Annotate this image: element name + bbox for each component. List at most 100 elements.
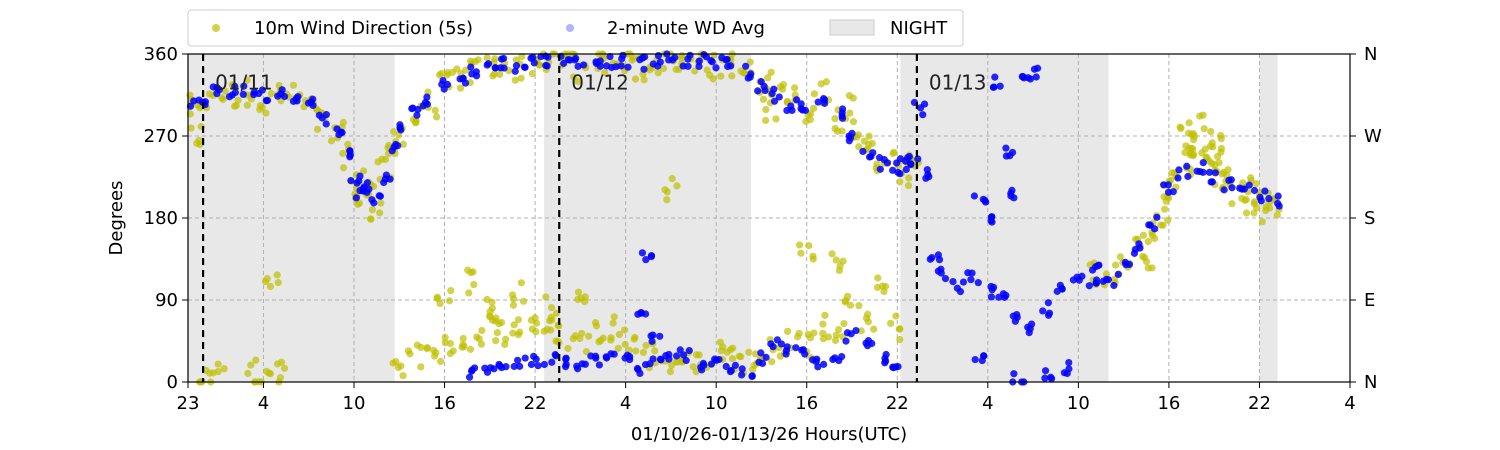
data-point-wd2min	[974, 279, 982, 287]
data-point-wd2min	[595, 361, 603, 369]
data-point-wd5s	[441, 339, 449, 347]
data-point-wd2min	[1041, 367, 1050, 375]
data-point-wd2min	[1010, 370, 1018, 378]
data-point-wd5s	[849, 118, 858, 126]
data-point-wd2min	[561, 363, 570, 371]
data-point-wd5s	[904, 181, 913, 190]
data-point-wd2min	[757, 78, 765, 86]
x-tick-label: 10	[343, 393, 366, 414]
data-point-wd5s	[668, 361, 676, 369]
data-point-wd5s	[547, 326, 555, 334]
data-point-wd2min	[726, 368, 735, 376]
data-point-wd5s	[517, 74, 525, 82]
data-point-wd5s	[263, 275, 271, 283]
data-point-wd5s	[313, 125, 322, 133]
data-point-wd5s	[663, 196, 671, 204]
data-point-wd2min	[671, 53, 679, 62]
data-point-wd2min	[712, 64, 720, 72]
data-point-wd2min	[1002, 144, 1010, 152]
data-point-wd2min	[587, 352, 595, 360]
data-point-wd5s	[262, 109, 270, 117]
x-tick-label: 22	[524, 393, 547, 414]
data-point-wd2min	[322, 120, 330, 128]
data-point-wd2min	[551, 351, 559, 359]
data-point-wd2min	[1145, 221, 1153, 229]
data-point-wd2min	[381, 175, 390, 183]
data-point-wd5s	[838, 127, 846, 135]
data-point-wd5s	[862, 314, 871, 322]
data-point-wd2min	[1184, 172, 1192, 181]
x-tick-label: 16	[433, 393, 456, 414]
data-point-wd5s	[547, 313, 555, 321]
data-point-wd2min	[814, 98, 822, 106]
data-point-wd5s	[832, 256, 840, 264]
data-point-wd5s	[466, 57, 475, 65]
data-point-wd5s	[433, 113, 441, 121]
data-point-wd5s	[905, 174, 913, 182]
data-point-wd2min	[1104, 276, 1113, 284]
data-point-wd5s	[810, 90, 818, 98]
data-point-wd2min	[1193, 167, 1201, 175]
data-point-wd2min	[959, 278, 968, 286]
data-point-wd2min	[863, 342, 872, 350]
data-point-wd2min	[682, 356, 690, 365]
data-point-wd2min	[511, 67, 519, 75]
data-point-wd5s	[796, 241, 804, 249]
data-point-wd2min	[309, 95, 317, 103]
data-point-wd5s	[423, 344, 431, 352]
data-point-wd2min	[829, 355, 837, 364]
data-point-wd2min	[798, 346, 806, 354]
data-point-wd5s	[542, 293, 550, 301]
data-point-wd2min	[1183, 162, 1191, 170]
data-point-wd2min	[695, 62, 703, 71]
data-point-wd2min	[315, 111, 323, 119]
data-point-wd2min	[1095, 261, 1103, 269]
data-point-wd2min	[540, 360, 548, 369]
data-point-wd5s	[437, 357, 445, 366]
data-point-wd5s	[824, 333, 833, 341]
data-point-wd2min	[792, 344, 800, 352]
data-point-wd5s	[896, 178, 904, 186]
data-point-wd5s	[1200, 125, 1208, 133]
data-point-wd5s	[456, 84, 465, 92]
legend-label-night: NIGHT	[890, 18, 948, 39]
data-point-wd2min	[1207, 178, 1215, 186]
data-point-wd5s	[510, 295, 518, 303]
data-point-wd5s	[354, 200, 362, 208]
data-point-wd2min	[1199, 168, 1207, 176]
data-point-wd2min	[640, 65, 648, 73]
day-marker-layer: 01/11 01/12 01/13	[201, 54, 987, 382]
data-point-wd5s	[441, 333, 449, 341]
data-point-wd5s	[516, 328, 524, 336]
data-point-wd2min	[634, 310, 642, 318]
data-point-wd2min	[1073, 273, 1081, 281]
data-point-wd5s	[896, 335, 904, 344]
data-point-wd5s	[1116, 253, 1125, 261]
data-point-wd2min	[937, 265, 945, 273]
data-point-wd5s	[432, 349, 440, 357]
data-point-wd5s	[464, 266, 472, 274]
data-point-wd5s	[729, 344, 737, 352]
data-point-wd2min	[748, 372, 756, 381]
data-point-wd5s	[258, 103, 266, 111]
data-point-wd2min	[562, 354, 570, 362]
data-point-wd5s	[805, 242, 813, 250]
data-point-wd5s	[493, 328, 501, 337]
data-point-wd2min	[1160, 181, 1168, 189]
data-point-wd2min	[263, 96, 271, 105]
data-point-wd2min	[990, 83, 998, 91]
data-point-wd2min	[1174, 174, 1182, 182]
data-point-wd2min	[982, 198, 990, 206]
data-point-wd5s	[841, 297, 850, 305]
data-point-wd5s	[443, 71, 451, 79]
data-point-wd2min	[280, 92, 289, 101]
data-point-wd5s	[654, 69, 662, 77]
y-tick-label: 270	[144, 126, 178, 147]
data-point-wd2min	[621, 354, 629, 362]
data-point-wd2min	[499, 54, 508, 63]
data-point-wd2min	[231, 82, 239, 90]
data-point-wd2min	[798, 106, 807, 114]
data-point-wd2min	[775, 93, 783, 101]
data-point-wd5s	[809, 252, 817, 260]
data-point-wd5s	[517, 279, 525, 287]
